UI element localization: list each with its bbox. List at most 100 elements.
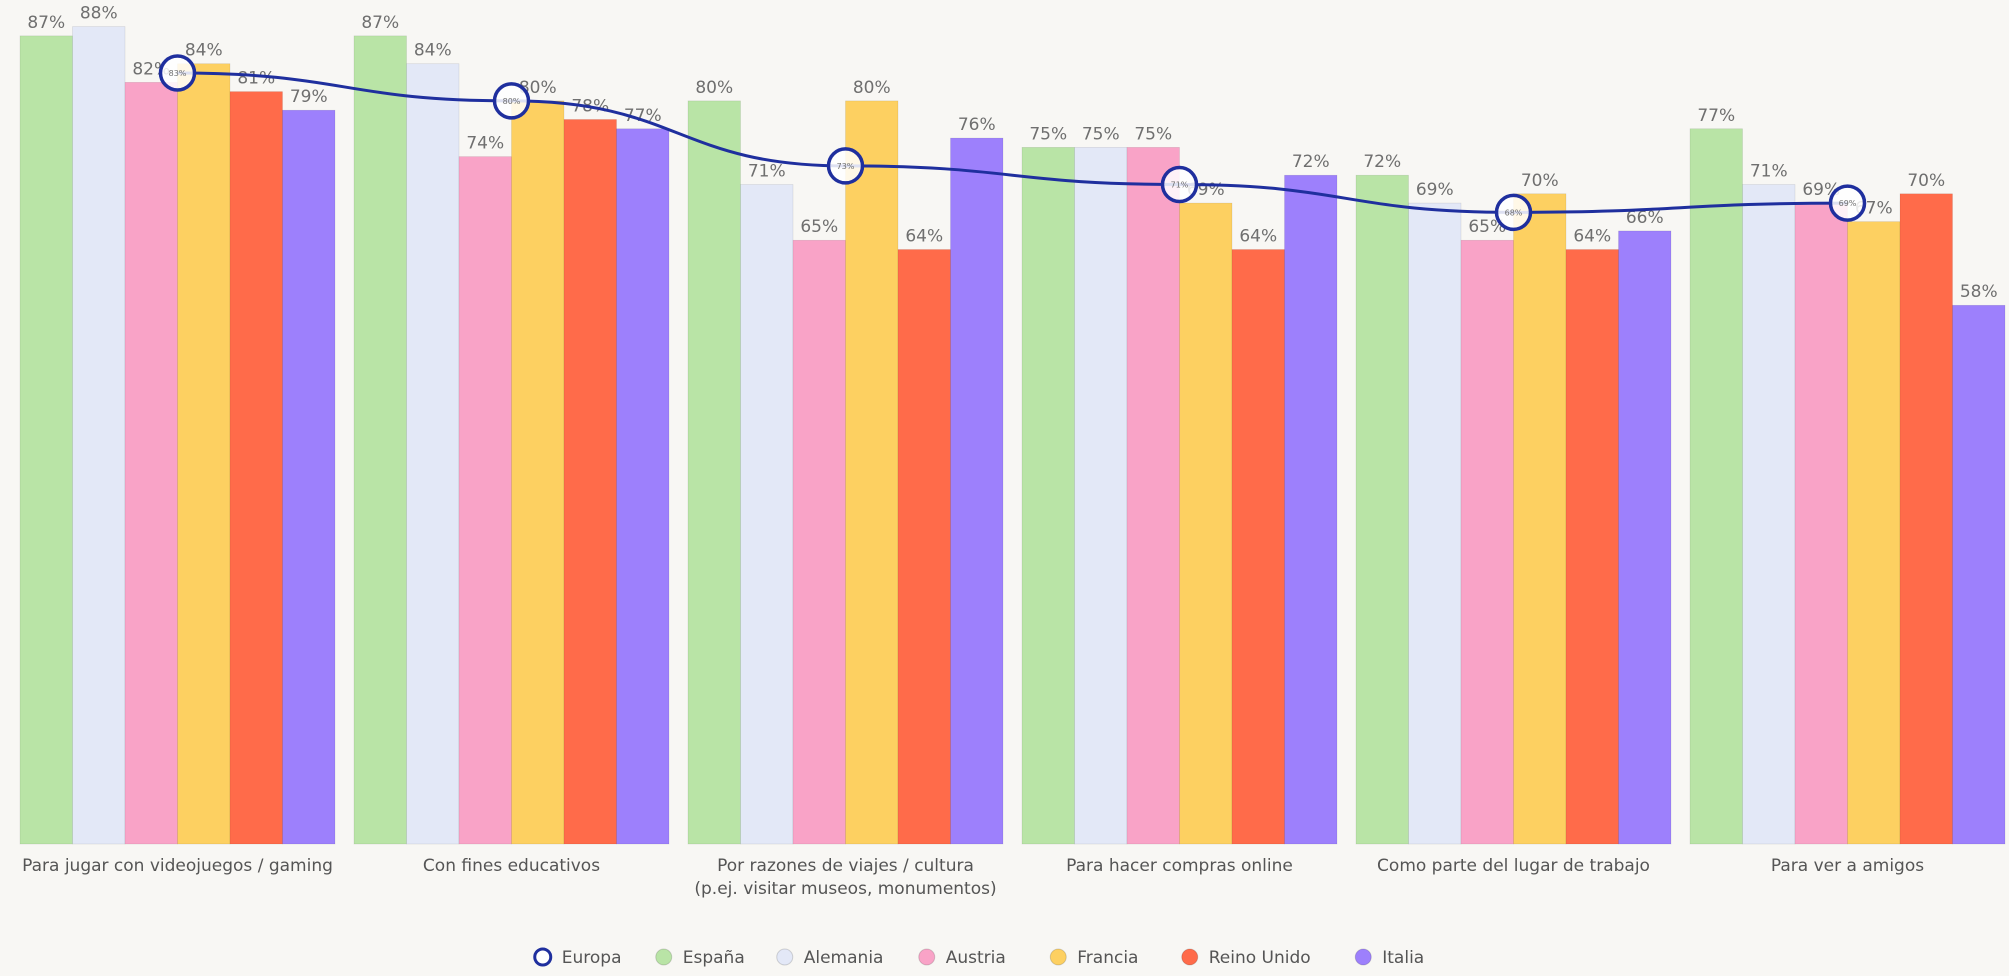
bar bbox=[406, 63, 460, 845]
value-label: 71% bbox=[748, 161, 786, 181]
bar bbox=[1618, 230, 1672, 845]
value-label: 65% bbox=[1468, 217, 1506, 237]
line-value-label: 68% bbox=[1505, 208, 1523, 217]
bar bbox=[1899, 193, 1953, 845]
line bbox=[177, 71, 1848, 214]
value-label: 81% bbox=[237, 69, 275, 89]
bar bbox=[897, 249, 951, 845]
legend-label: Europa bbox=[562, 948, 622, 968]
value-label: 72% bbox=[1292, 152, 1330, 172]
value-label: 84% bbox=[185, 41, 223, 61]
line-marker bbox=[826, 147, 865, 185]
legend-swatch bbox=[1181, 948, 1199, 966]
legend-swatch bbox=[776, 948, 794, 966]
legend-swatch bbox=[655, 948, 673, 966]
bar bbox=[616, 128, 670, 845]
legend-swatch bbox=[1354, 948, 1372, 966]
legend-label: Reino Unido bbox=[1209, 948, 1311, 968]
bar bbox=[687, 100, 741, 845]
value-label: 79% bbox=[290, 87, 328, 107]
bar bbox=[124, 82, 178, 845]
line-value-label: 69% bbox=[1839, 199, 1857, 208]
value-label: 70% bbox=[1907, 171, 1945, 191]
value-label: 58% bbox=[1960, 282, 1998, 302]
value-label: 77% bbox=[624, 106, 662, 126]
x-tick-label: Para ver a amigos bbox=[1771, 856, 1924, 876]
value-label: 80% bbox=[853, 78, 891, 98]
value-label: 72% bbox=[1363, 152, 1401, 172]
bar bbox=[1689, 128, 1743, 845]
value-label: 71% bbox=[1750, 161, 1788, 181]
bar bbox=[1794, 202, 1848, 845]
value-label: 87% bbox=[361, 13, 399, 33]
line-value-label: 83% bbox=[169, 69, 187, 78]
bar bbox=[229, 91, 283, 845]
bar bbox=[177, 63, 231, 845]
x-tick-label: Para jugar con videojuegos / gaming bbox=[22, 856, 333, 876]
value-label: 66% bbox=[1626, 208, 1664, 228]
value-label: 80% bbox=[695, 78, 733, 98]
line-marker bbox=[1494, 193, 1533, 232]
legend-label: España bbox=[683, 948, 745, 968]
bar bbox=[1460, 239, 1514, 845]
line-marker bbox=[492, 82, 531, 120]
value-label: 75% bbox=[1082, 124, 1120, 144]
value-label: 87% bbox=[27, 13, 65, 33]
bar bbox=[1179, 202, 1233, 845]
bar bbox=[1847, 221, 1901, 845]
bar bbox=[1231, 249, 1285, 845]
value-label: 64% bbox=[905, 227, 943, 247]
value-label: 65% bbox=[800, 217, 838, 237]
legend-swatch bbox=[1049, 948, 1067, 966]
bar bbox=[1952, 304, 2006, 845]
bar bbox=[1355, 174, 1409, 845]
bar bbox=[72, 26, 126, 845]
value-label: 64% bbox=[1239, 227, 1277, 247]
x-tick-label: Por razones de viajes / cultura (p.ej. vi… bbox=[694, 856, 996, 899]
bar bbox=[1742, 184, 1796, 845]
bar bbox=[950, 137, 1004, 845]
bar bbox=[282, 109, 336, 845]
value-label: 84% bbox=[414, 41, 452, 61]
bar bbox=[19, 35, 73, 845]
value-label: 70% bbox=[1521, 171, 1559, 191]
legend-label: Austria bbox=[946, 948, 1006, 968]
bar bbox=[1565, 249, 1619, 845]
line-marker bbox=[1828, 184, 1867, 222]
x-tick-label: Para hacer compras online bbox=[1066, 856, 1293, 876]
line-marker bbox=[158, 54, 197, 92]
legend-label: Francia bbox=[1077, 948, 1138, 968]
bar bbox=[1126, 147, 1180, 845]
bar bbox=[792, 239, 846, 845]
bar bbox=[1408, 202, 1462, 845]
value-label: 88% bbox=[80, 4, 118, 24]
legend-label: Alemania bbox=[804, 948, 884, 968]
bar bbox=[1074, 147, 1128, 845]
x-tick-label: Como parte del lugar de trabajo bbox=[1377, 856, 1650, 876]
bar bbox=[353, 35, 407, 845]
bar bbox=[740, 184, 794, 845]
line-value-label: 73% bbox=[837, 162, 855, 171]
legend-label: Italia bbox=[1382, 948, 1424, 968]
line-value-label: 80% bbox=[503, 97, 521, 106]
bar bbox=[1021, 147, 1075, 845]
value-label: 76% bbox=[958, 115, 996, 135]
value-label: 77% bbox=[1697, 106, 1735, 126]
value-label: 64% bbox=[1573, 227, 1611, 247]
value-label: 69% bbox=[1416, 180, 1454, 200]
legend-swatch bbox=[918, 948, 936, 966]
line-marker bbox=[1160, 165, 1199, 204]
x-tick-label: Con fines educativos bbox=[423, 856, 600, 876]
bar bbox=[458, 156, 512, 845]
bar bbox=[1513, 193, 1567, 845]
value-label: 75% bbox=[1134, 124, 1172, 144]
bar bbox=[845, 100, 899, 845]
line-value-label: 71% bbox=[1171, 180, 1189, 189]
bar bbox=[511, 100, 565, 845]
value-label: 74% bbox=[466, 134, 504, 154]
bar bbox=[563, 119, 617, 845]
bar bbox=[1284, 174, 1338, 845]
value-label: 75% bbox=[1029, 124, 1067, 144]
